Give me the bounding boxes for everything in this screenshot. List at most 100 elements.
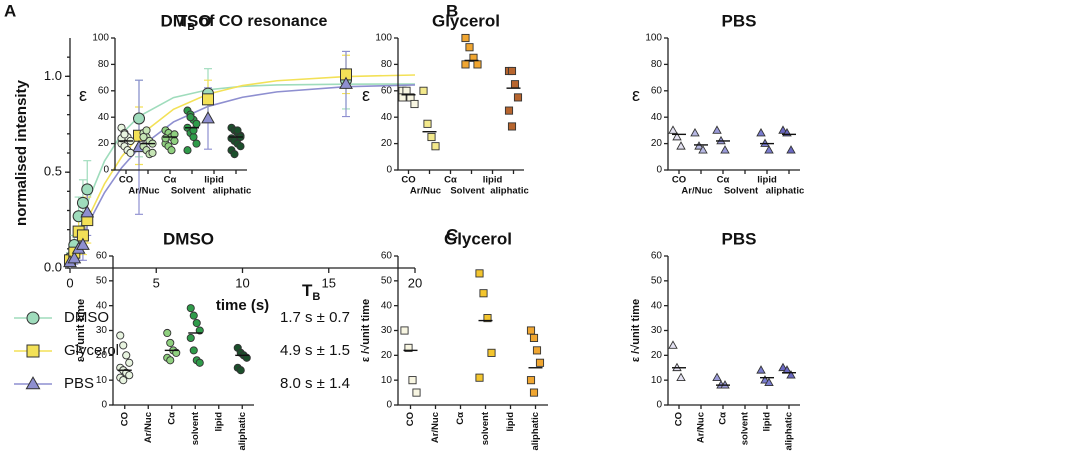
- title-subscript: B: [187, 22, 195, 33]
- marker: [195, 358, 204, 367]
- marker: [408, 376, 417, 385]
- marker: [504, 106, 514, 115]
- marker: [786, 145, 796, 154]
- panel-label: B: [446, 1, 458, 20]
- marker: [507, 122, 517, 131]
- marker: [720, 145, 730, 154]
- marker: [676, 372, 686, 382]
- x-tick-label: Cα: [166, 412, 177, 425]
- marker: [76, 196, 89, 209]
- y-tick-label: 100: [92, 33, 109, 44]
- x-tick-label: Solvent: [450, 186, 485, 197]
- marker: [192, 119, 201, 128]
- title: TB: [302, 281, 320, 302]
- y-tick-label: 60: [96, 251, 108, 262]
- marker: [668, 125, 678, 134]
- marker: [76, 237, 90, 250]
- y-tick-label: 0.0: [44, 259, 62, 274]
- marker: [167, 146, 176, 155]
- y-tick-label: 30: [96, 325, 108, 336]
- x-tick-label: aliphatic: [237, 412, 248, 451]
- y-tick-label: 80: [381, 59, 393, 70]
- y-tick-label: 20: [651, 138, 663, 149]
- marker: [475, 269, 484, 278]
- marker: [483, 314, 492, 323]
- y-tick-label: 40: [651, 112, 663, 123]
- y-axis-label: ε /√unit time: [630, 299, 642, 362]
- y-axis-label: ε: [362, 85, 370, 105]
- marker: [122, 351, 131, 360]
- x-tick-label: CO: [401, 175, 415, 186]
- marker: [676, 141, 686, 150]
- y-tick-label: 100: [375, 33, 392, 44]
- marker: [25, 376, 41, 390]
- y-tick-label: 40: [651, 300, 663, 311]
- marker: [126, 148, 135, 157]
- y-tick-label: 80: [98, 59, 110, 70]
- x-tick-label: 20: [408, 275, 422, 290]
- y-tick-label: 50: [381, 275, 393, 286]
- x-tick-label: Ar/Nuc: [696, 412, 707, 443]
- chart-title: DMSO: [161, 11, 212, 30]
- x-tick-label: CO: [119, 412, 130, 426]
- y-tick-label: 60: [651, 251, 663, 262]
- x-tick-label: Cα: [717, 175, 730, 186]
- y-tick-label: 100: [645, 33, 662, 44]
- x-tick-label: Cα: [455, 412, 466, 425]
- x-tick-label: 0: [66, 275, 73, 290]
- y-tick-label: 40: [381, 300, 393, 311]
- marker: [125, 371, 134, 380]
- marker: [465, 43, 474, 52]
- marker: [756, 365, 766, 374]
- x-tick-label: lipid: [213, 412, 224, 432]
- x-tick-label: Solvent: [724, 186, 759, 197]
- title-symbol: T: [302, 281, 313, 300]
- y-tick-label: 60: [381, 251, 393, 262]
- x-tick-label: aliphatic: [213, 186, 252, 197]
- marker: [148, 148, 157, 157]
- y-tick-label: 40: [98, 112, 110, 123]
- y-tick-label: 60: [651, 85, 663, 96]
- marker: [236, 142, 245, 151]
- x-tick-label: Ar/Nuc: [128, 186, 159, 197]
- fit-curve: [69, 84, 416, 269]
- panel-label: A: [4, 1, 16, 20]
- marker: [189, 132, 198, 142]
- marker: [487, 348, 496, 357]
- marker: [778, 125, 788, 134]
- marker: [161, 134, 170, 143]
- y-tick-label: 0: [103, 165, 109, 176]
- y-axis-label: normalised intensity: [13, 79, 30, 226]
- marker: [532, 346, 542, 355]
- marker: [431, 142, 440, 151]
- marker: [475, 373, 484, 382]
- y-tick-label: 0: [656, 165, 662, 176]
- title-text: of CO resonance: [195, 13, 328, 30]
- marker: [67, 251, 82, 264]
- marker: [756, 127, 766, 137]
- marker: [236, 366, 245, 375]
- marker: [473, 60, 482, 69]
- x-tick-label: Ar/Nuc: [143, 412, 154, 443]
- title-subscript: B: [312, 291, 320, 303]
- x-tick-label: aliphatic: [766, 186, 805, 197]
- marker: [189, 346, 198, 355]
- marker: [26, 311, 40, 325]
- legend-label: PBS: [64, 375, 94, 392]
- marker: [698, 145, 708, 154]
- x-tick-label: solvent: [190, 411, 201, 445]
- y-tick-label: 80: [651, 59, 663, 70]
- x-tick-label: CO: [674, 412, 685, 426]
- marker: [230, 150, 239, 159]
- marker: [764, 145, 774, 154]
- x-tick-label: lipid: [757, 175, 777, 186]
- y-axis-label: ε /√unit time: [75, 299, 87, 362]
- x-tick-label: CO: [119, 175, 133, 186]
- marker: [186, 304, 195, 313]
- marker: [404, 343, 413, 352]
- chart-title: Glycerol: [432, 11, 500, 30]
- x-tick-label: Ar/Nuc: [430, 412, 441, 443]
- marker: [189, 126, 198, 135]
- marker: [526, 326, 536, 335]
- marker: [672, 131, 682, 141]
